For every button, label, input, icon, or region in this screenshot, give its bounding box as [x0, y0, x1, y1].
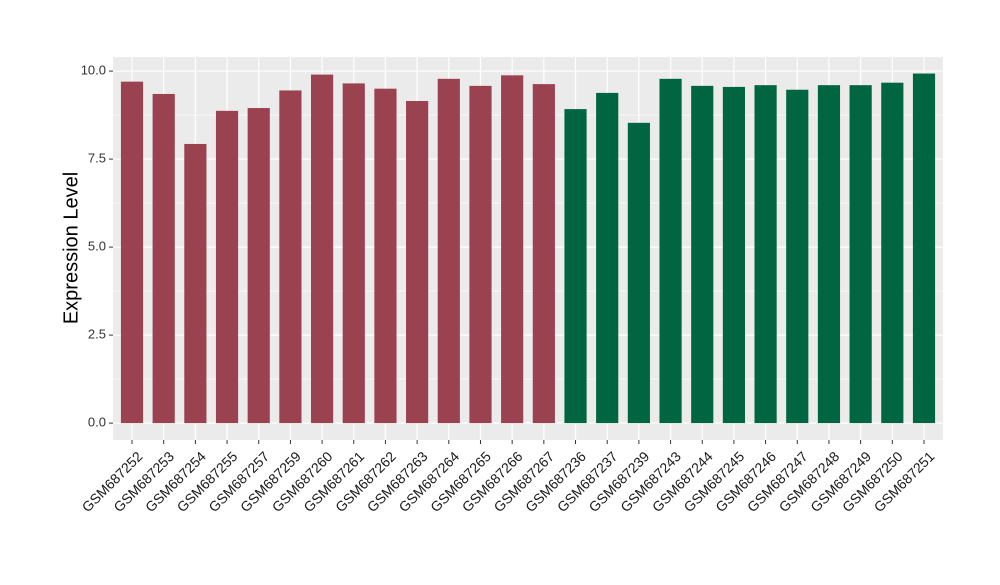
bar — [152, 93, 175, 424]
bar — [501, 75, 524, 424]
bar — [881, 82, 904, 424]
bar — [342, 83, 365, 424]
bar — [786, 89, 809, 424]
bar — [659, 78, 682, 424]
bar — [120, 81, 144, 424]
y-tick-label: 7.5 — [88, 151, 106, 166]
bar — [310, 74, 334, 424]
bar — [627, 122, 650, 424]
bar — [817, 85, 841, 424]
bar — [247, 108, 270, 424]
y-tick-label: 2.5 — [88, 327, 106, 342]
bar — [532, 84, 555, 424]
bar — [406, 101, 429, 424]
bar — [912, 73, 936, 424]
bar — [469, 85, 492, 424]
bar — [691, 85, 714, 424]
y-tick-label: 10.0 — [81, 63, 106, 78]
bar — [754, 85, 777, 424]
y-tick-label: 0.0 — [88, 415, 106, 430]
bar — [849, 85, 872, 424]
bar — [722, 86, 746, 424]
y-tick-label: 5.0 — [88, 239, 106, 254]
bar — [596, 92, 619, 424]
bar — [564, 109, 587, 424]
bar — [374, 88, 397, 424]
y-axis-title: Expression Level — [60, 172, 82, 324]
bar — [437, 78, 460, 424]
bar — [279, 90, 302, 424]
bar — [215, 110, 239, 424]
bar — [184, 143, 207, 424]
